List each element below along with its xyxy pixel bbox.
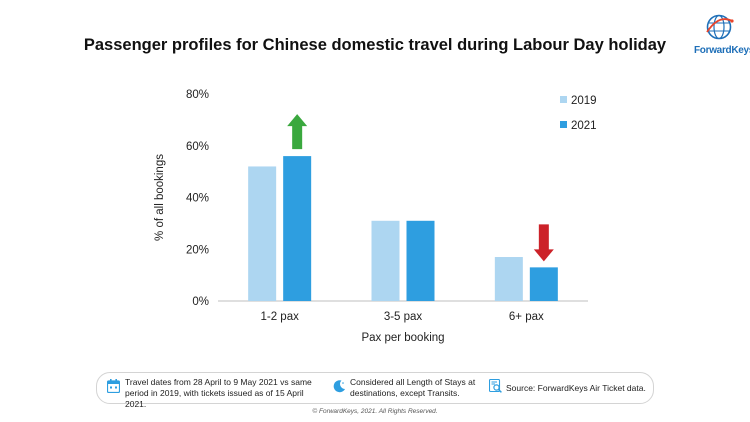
legend-label-2019: 2019 — [571, 95, 597, 107]
y-axis-label: % of all bookings — [154, 154, 166, 241]
bar-2019-6-pax — [494, 257, 523, 301]
bar-chart: 0% 20% 40% 60% 80% % of all bookings 1-2 pax 3-… — [154, 89, 597, 344]
x-tick-label: 3-5 pax — [384, 311, 423, 323]
footer-notes: Travel dates from 28 April to 9 May 2021… — [96, 372, 654, 409]
bar-2021-3-5-pax — [406, 220, 435, 301]
x-axis-label: Pax per booking — [361, 332, 444, 344]
note-travel-dates: Travel dates from 28 April to 9 May 2021… — [125, 377, 312, 409]
y-tick-label: 60% — [186, 141, 209, 153]
legend-swatch-2021 — [560, 121, 567, 128]
down-arrow-icon — [533, 224, 554, 262]
copyright: © ForwardKeys, 2021. All Rights Reserved… — [312, 408, 438, 415]
calendar-icon — [107, 379, 120, 393]
chart-title: Passenger profiles for Chinese domestic … — [83, 36, 667, 54]
logo-text: ForwardKeys — [694, 45, 750, 56]
legend-swatch-2019 — [560, 96, 567, 103]
y-tick-label: 0% — [192, 296, 209, 308]
bar-2021-6-pax — [529, 267, 558, 301]
y-tick-label: 80% — [186, 89, 209, 101]
bar-2019-1-2-pax — [248, 166, 277, 301]
up-arrow-icon — [287, 114, 308, 150]
note-length-of-stay: Considered all Length of Stays at destin… — [350, 377, 476, 398]
bar-2021-1-2-pax — [283, 156, 312, 301]
bar-2019-3-5-pax — [371, 220, 400, 301]
note-source: Source: ForwardKeys Air Ticket data. — [506, 383, 646, 393]
globe-icon — [706, 14, 734, 40]
legend-label-2021: 2021 — [571, 120, 597, 132]
ticket-search-icon — [489, 379, 502, 393]
forwardkeys-logo: ForwardKeys — [694, 12, 750, 56]
x-tick-label: 6+ pax — [509, 311, 544, 323]
moon-icon — [333, 380, 345, 393]
y-tick-label: 40% — [186, 193, 209, 205]
y-tick-label: 20% — [186, 244, 209, 256]
x-tick-label: 1-2 pax — [260, 311, 299, 323]
